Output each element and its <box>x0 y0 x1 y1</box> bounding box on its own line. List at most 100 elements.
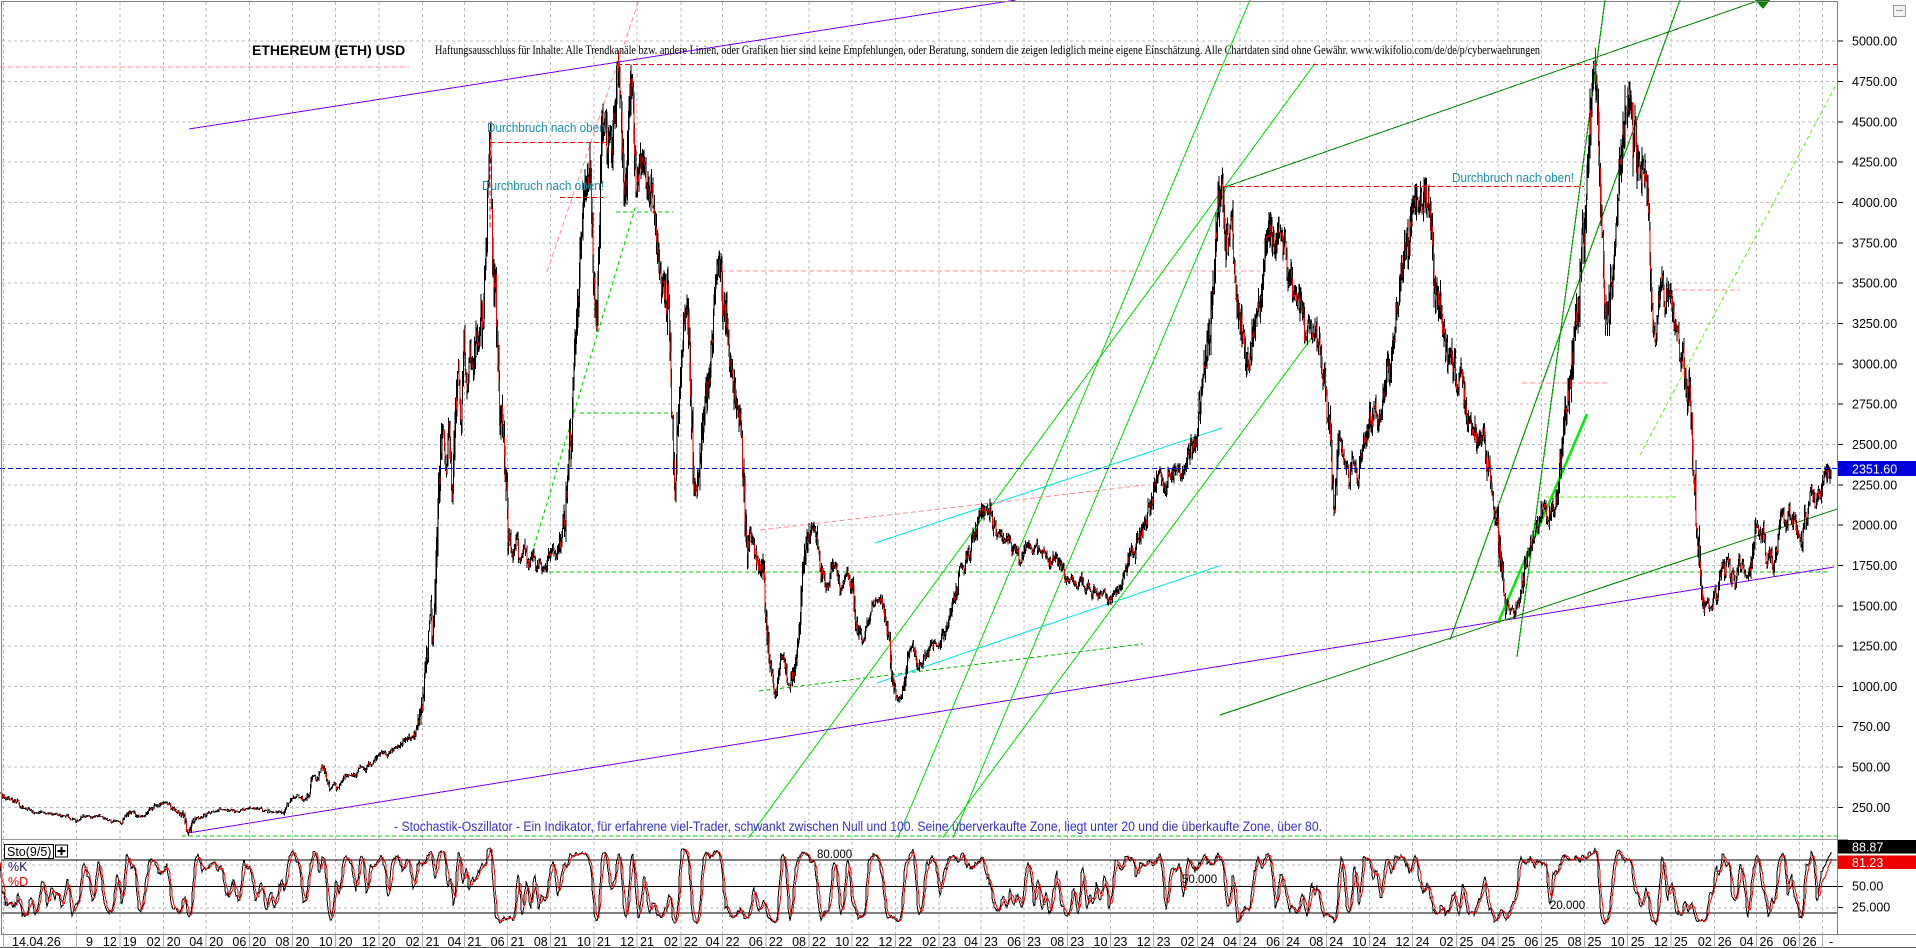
svg-text:2250.00: 2250.00 <box>1852 478 1897 492</box>
svg-text:3750.00: 3750.00 <box>1852 236 1897 250</box>
svg-text:1250.00: 1250.00 <box>1852 640 1897 654</box>
svg-text:24: 24 <box>1329 935 1343 948</box>
svg-text:Durchbruch nach oben!: Durchbruch nach oben! <box>487 120 609 135</box>
svg-text:1750.00: 1750.00 <box>1852 559 1897 573</box>
svg-text:4250.00: 4250.00 <box>1852 156 1897 170</box>
svg-text:50.000: 50.000 <box>1182 874 1217 886</box>
svg-text:02: 02 <box>406 935 420 948</box>
svg-text:08: 08 <box>792 935 806 948</box>
svg-text:2351.60: 2351.60 <box>1852 463 1897 477</box>
svg-text:04: 04 <box>1223 935 1237 948</box>
svg-text:500.00: 500.00 <box>1852 761 1890 775</box>
svg-text:ETHEREUM (ETH) USD: ETHEREUM (ETH) USD <box>252 42 405 58</box>
svg-text:12: 12 <box>1396 935 1410 948</box>
svg-text:26: 26 <box>1718 935 1732 948</box>
svg-text:23: 23 <box>1157 935 1171 948</box>
svg-text:Durchbruch nach oben!: Durchbruch nach oben! <box>1452 170 1574 185</box>
svg-text:08: 08 <box>1309 935 1323 948</box>
svg-text:06: 06 <box>1524 935 1538 948</box>
svg-text:02: 02 <box>1698 935 1712 948</box>
svg-text:14.04.26: 14.04.26 <box>12 935 61 948</box>
svg-text:04: 04 <box>447 935 461 948</box>
svg-text:4750.00: 4750.00 <box>1852 75 1897 89</box>
svg-text:21: 21 <box>640 935 654 948</box>
svg-text:24: 24 <box>1372 935 1386 948</box>
svg-text:08: 08 <box>276 935 290 948</box>
svg-text:21: 21 <box>597 935 611 948</box>
svg-text:Haftungsausschluss für Inhalte: Haftungsausschluss für Inhalte: Alle Tre… <box>435 42 1540 57</box>
svg-text:25: 25 <box>1588 935 1602 948</box>
svg-text:06: 06 <box>491 935 505 948</box>
svg-text:20: 20 <box>252 935 266 948</box>
svg-text:04: 04 <box>706 935 720 948</box>
svg-text:23: 23 <box>942 935 956 948</box>
svg-text:Sto(9/5): Sto(9/5) <box>7 845 51 859</box>
svg-text:750.00: 750.00 <box>1852 720 1890 734</box>
svg-text:21: 21 <box>467 935 481 948</box>
svg-text:10: 10 <box>577 935 591 948</box>
svg-text:4500.00: 4500.00 <box>1852 115 1897 129</box>
svg-text:26: 26 <box>1803 935 1817 948</box>
svg-text:06: 06 <box>1266 935 1280 948</box>
svg-text:3000.00: 3000.00 <box>1852 357 1897 371</box>
svg-text:08: 08 <box>534 935 548 948</box>
svg-text:2000.00: 2000.00 <box>1852 519 1897 533</box>
svg-text:88.87: 88.87 <box>1852 841 1883 855</box>
svg-text:02: 02 <box>147 935 161 948</box>
svg-text:08: 08 <box>1568 935 1582 948</box>
svg-text:21: 21 <box>426 935 440 948</box>
svg-text:23: 23 <box>1027 935 1041 948</box>
svg-text:10: 10 <box>319 935 333 948</box>
svg-text:24: 24 <box>1416 935 1430 948</box>
svg-text:25: 25 <box>1674 935 1688 948</box>
svg-text:22: 22 <box>769 935 783 948</box>
svg-text:22: 22 <box>855 935 869 948</box>
svg-text:50.00: 50.00 <box>1852 880 1883 894</box>
svg-text:23: 23 <box>984 935 998 948</box>
svg-text:20: 20 <box>209 935 223 948</box>
svg-text:10: 10 <box>1353 935 1367 948</box>
svg-text:25: 25 <box>1501 935 1515 948</box>
svg-text:25.000: 25.000 <box>1852 901 1890 915</box>
svg-text:-: - <box>1829 935 1833 948</box>
svg-text:20: 20 <box>167 935 181 948</box>
svg-text:%D: %D <box>8 875 28 889</box>
svg-text:06: 06 <box>232 935 246 948</box>
svg-text:02: 02 <box>922 935 936 948</box>
svg-text:22: 22 <box>726 935 740 948</box>
svg-text:%K: %K <box>8 860 28 874</box>
svg-text:250.00: 250.00 <box>1852 801 1890 815</box>
svg-text:20: 20 <box>295 935 309 948</box>
svg-text:25: 25 <box>1459 935 1473 948</box>
svg-text:1000.00: 1000.00 <box>1852 680 1897 694</box>
svg-text:22: 22 <box>812 935 826 948</box>
svg-text:22: 22 <box>684 935 698 948</box>
svg-text:3250.00: 3250.00 <box>1852 317 1897 331</box>
svg-text:04: 04 <box>189 935 203 948</box>
svg-text:12: 12 <box>878 935 892 948</box>
svg-text:25: 25 <box>1544 935 1558 948</box>
svg-text:12: 12 <box>362 935 376 948</box>
svg-text:23: 23 <box>1113 935 1127 948</box>
svg-text:12: 12 <box>620 935 634 948</box>
svg-text:1500.00: 1500.00 <box>1852 599 1897 613</box>
svg-text:08: 08 <box>1050 935 1064 948</box>
svg-text:24: 24 <box>1200 935 1214 948</box>
svg-text:2750.00: 2750.00 <box>1852 398 1897 412</box>
svg-text:3500.00: 3500.00 <box>1852 277 1897 291</box>
svg-text:21: 21 <box>511 935 525 948</box>
svg-text:26: 26 <box>1759 935 1773 948</box>
svg-text:10: 10 <box>835 935 849 948</box>
svg-text:12: 12 <box>1137 935 1151 948</box>
svg-text:02: 02 <box>1181 935 1195 948</box>
svg-text:20.000: 20.000 <box>1550 900 1585 912</box>
svg-text:20: 20 <box>339 935 353 948</box>
svg-text:80.000: 80.000 <box>817 849 852 861</box>
svg-text:06: 06 <box>1007 935 1021 948</box>
svg-text:22: 22 <box>898 935 912 948</box>
svg-text:04: 04 <box>964 935 978 948</box>
svg-text:04: 04 <box>1481 935 1495 948</box>
svg-text:10: 10 <box>1611 935 1625 948</box>
svg-text:12: 12 <box>103 935 117 948</box>
svg-text:9: 9 <box>86 935 93 948</box>
